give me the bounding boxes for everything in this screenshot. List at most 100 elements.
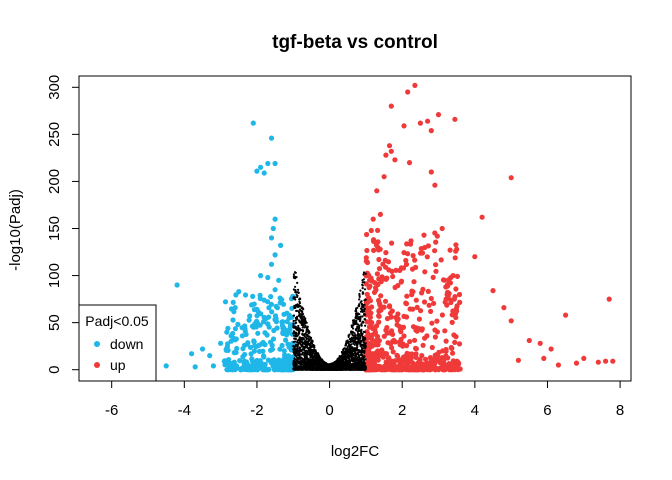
point-ns [310, 351, 313, 354]
point-down [234, 363, 240, 369]
point-ns [324, 364, 327, 367]
point-ns [357, 318, 360, 321]
point-up [441, 277, 447, 283]
point-ns [298, 328, 301, 331]
point-ns [292, 332, 295, 335]
point-ns [305, 334, 308, 337]
point-ns [301, 307, 304, 310]
point-up [443, 346, 449, 353]
point-ns [355, 321, 358, 324]
point-ns [361, 320, 364, 323]
point-ns [359, 344, 362, 347]
point-up [425, 288, 431, 294]
point-up [573, 360, 580, 366]
point-up [420, 286, 426, 292]
point-up [410, 253, 416, 259]
point-ns [344, 343, 347, 346]
point-up [446, 277, 452, 283]
point-ns [346, 360, 349, 363]
point-ns [364, 298, 367, 301]
point-ns [293, 271, 297, 274]
point-ns [300, 360, 304, 363]
point-up [409, 292, 415, 298]
point-up [368, 227, 374, 234]
point-ns [297, 324, 300, 328]
point-ns [300, 338, 303, 341]
point-ns [364, 272, 367, 275]
point-up [366, 307, 372, 313]
point-down [266, 366, 272, 372]
point-up [388, 314, 394, 320]
point-up [381, 333, 387, 339]
point-ns [318, 364, 321, 367]
point-ns [336, 368, 339, 371]
point-down [274, 325, 280, 331]
point-up [610, 358, 616, 364]
point-up [443, 338, 449, 344]
point-ns [363, 366, 366, 370]
point-ns [304, 367, 307, 370]
point-up [438, 257, 444, 263]
point-up [443, 353, 449, 359]
point-up [398, 265, 404, 271]
point-up [432, 367, 438, 373]
point-up [414, 328, 420, 334]
point-up [389, 345, 395, 351]
point-up [412, 257, 418, 263]
point-ns [294, 361, 297, 364]
point-ns [317, 368, 320, 371]
point-ns [297, 368, 300, 371]
point-ns [357, 304, 360, 307]
point-ns [297, 291, 300, 294]
point-down [248, 351, 254, 357]
point-down [247, 313, 253, 319]
point-ns [349, 351, 352, 354]
point-ns [294, 352, 297, 356]
point-up [383, 250, 389, 256]
point-up [438, 360, 444, 366]
legend-label-down: down [110, 336, 143, 352]
point-ns [356, 325, 359, 328]
point-up [407, 306, 413, 312]
point-up [401, 250, 407, 256]
point-ns [342, 348, 345, 351]
point-up [416, 316, 422, 322]
point-down [236, 289, 242, 295]
point-up [435, 112, 442, 118]
point-down [243, 365, 249, 371]
point-down [282, 352, 288, 358]
point-ns [298, 308, 301, 311]
point-up [389, 328, 395, 334]
point-up [449, 312, 455, 318]
point-down [264, 332, 270, 338]
point-down [289, 356, 295, 362]
point-up [595, 359, 601, 365]
point-up [429, 320, 435, 326]
point-down [266, 324, 272, 330]
point-up [392, 157, 398, 163]
point-ns [313, 355, 316, 358]
point-ns [358, 325, 361, 328]
point-down [284, 319, 290, 325]
point-up [472, 254, 478, 260]
point-up [365, 354, 371, 360]
x-tick-label: -4 [178, 402, 191, 419]
point-ns [296, 294, 299, 297]
point-up [374, 333, 381, 340]
point-ns [300, 359, 303, 362]
point-down [246, 317, 252, 323]
point-up [433, 268, 439, 274]
point-down [282, 331, 289, 337]
point-up [422, 269, 428, 275]
point-ns [357, 338, 360, 341]
point-up [403, 261, 410, 267]
point-ns [354, 335, 357, 338]
point-ns [358, 298, 361, 301]
x-tick-label: -6 [105, 402, 118, 419]
point-ns [346, 365, 349, 368]
point-ns [362, 278, 365, 281]
point-ns [359, 332, 363, 335]
point-ns [360, 368, 363, 371]
point-ns [364, 345, 367, 348]
point-ns [313, 361, 316, 364]
